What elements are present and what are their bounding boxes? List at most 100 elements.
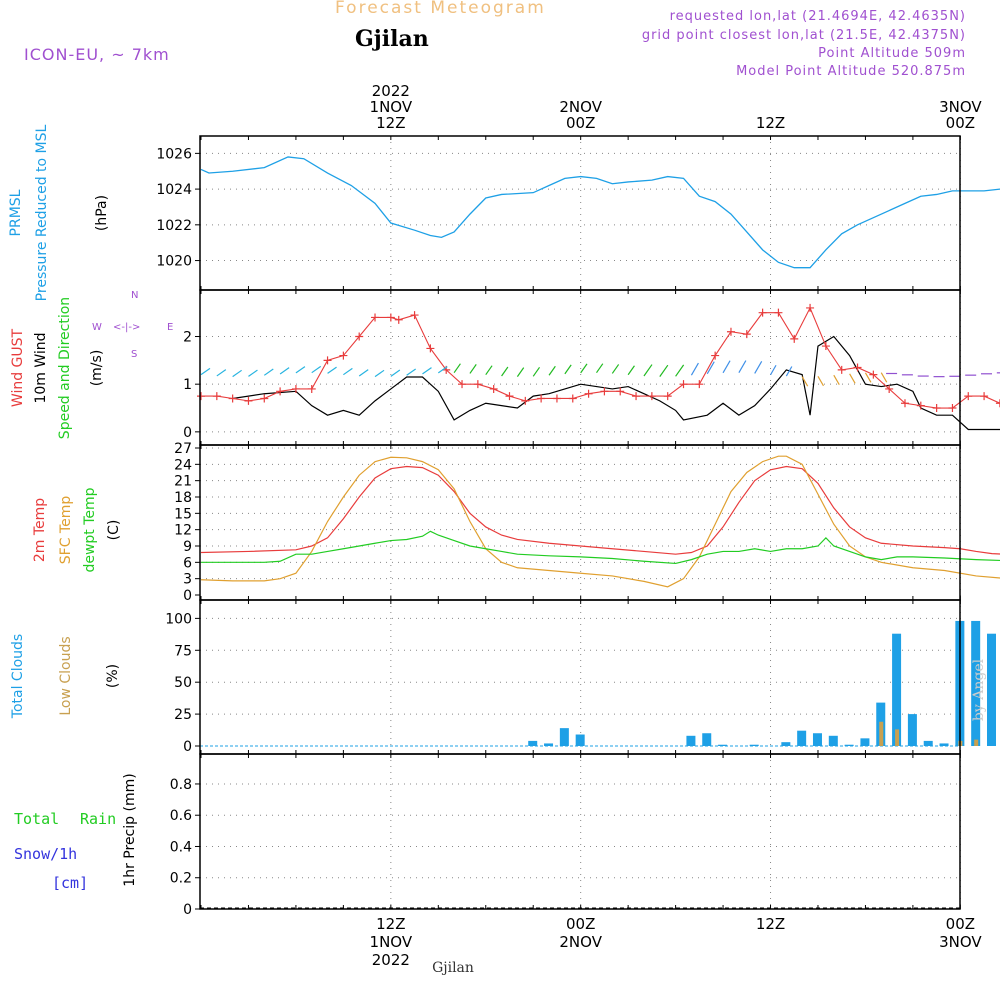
point-altitude: Point Altitude 509m (818, 46, 966, 61)
wind-gust-marker (291, 384, 300, 393)
wind-direction-arrow (770, 364, 777, 376)
wind-gust-marker (679, 380, 688, 389)
y-tick-label: 0.6 (170, 808, 192, 824)
wind-speed-dir-label: Speed and Direction (57, 297, 73, 439)
temp-sfc-label: SFC Temp (58, 496, 74, 565)
wind-gust-marker (386, 313, 395, 322)
wind-gust-marker (995, 399, 1000, 408)
series-line-10m-wind (232, 335, 1000, 431)
panel-frame (199, 135, 961, 291)
wind-gust-marker (616, 387, 625, 396)
bottom-time-label: 00Z (566, 915, 595, 933)
wind-direction-arrow (516, 367, 525, 377)
prmsl-desc-label: Pressure Reduced to MSL (34, 124, 50, 301)
series-line-2m-temp (200, 465, 1000, 555)
wind-direction-arrow (327, 366, 337, 374)
wind-gust-marker (742, 330, 751, 339)
total-clouds-bar (892, 633, 902, 746)
requested-coords: requested lon,lat (21.4694E, 42.4635N) (669, 9, 966, 24)
wind-direction-arrow (263, 368, 274, 376)
wind-gust-marker (632, 392, 641, 401)
wind-gust-marker (244, 396, 253, 405)
wind-gust-marker (521, 396, 530, 405)
panel-frame (199, 289, 961, 446)
bottom-time-label: 3NOV (939, 933, 982, 951)
y-tick-label: 2 (183, 330, 192, 346)
series-line-prmsl (200, 156, 1000, 269)
y-tick-label: 0 (183, 588, 192, 604)
wind-gust-marker (758, 308, 767, 317)
footer-location: Gjilan (432, 960, 474, 976)
total-clouds-bar (812, 733, 822, 746)
model-altitude: Model Point Altitude 520.875m (736, 64, 966, 79)
wind-direction-arrow (232, 369, 242, 378)
wind-direction-arrow (675, 364, 685, 377)
wind-gust-marker (980, 392, 989, 401)
low-clouds-bar (974, 739, 979, 746)
wind-gust-marker (600, 387, 609, 396)
wind-gust-marker (837, 365, 846, 374)
wind-direction-arrow (279, 367, 290, 375)
y-tick-label: 75 (174, 643, 192, 659)
wind-gust-marker (885, 384, 894, 393)
location-title: Gjilan (355, 26, 429, 52)
total-clouds-bar (686, 735, 696, 746)
y-tick-label: 9 (183, 539, 192, 555)
wind-direction-arrow (532, 366, 541, 377)
total-clouds-bar (749, 744, 759, 746)
y-tick-label: 3 (183, 572, 192, 588)
wind-direction-arrow (548, 365, 556, 376)
wind-direction-arrow (200, 367, 211, 376)
wind-gust-marker (371, 313, 380, 322)
wind-gust-marker (537, 394, 546, 403)
wind-gust-marker (394, 315, 403, 324)
clouds-unit-label: (%) (105, 664, 121, 688)
top-time-label: 1NOV (370, 98, 413, 116)
top-time-label: 12Z (756, 114, 785, 132)
total-clouds-bar (923, 740, 933, 746)
wind-gust-marker (964, 392, 973, 401)
wind-direction-arrow (422, 367, 432, 375)
wind-direction-arrow (611, 364, 620, 374)
wind-direction-arrow (754, 361, 763, 374)
total-clouds-bar (907, 714, 917, 746)
wind-gust-marker (260, 394, 269, 403)
wind-direction-arrow (722, 360, 731, 374)
temp-unit-label: (C) (106, 520, 122, 541)
total-clouds-bar (860, 738, 870, 746)
wind-gust-marker (726, 327, 735, 336)
wind-gust-marker (489, 384, 498, 393)
y-tick-label: 1022 (156, 218, 192, 234)
low-clouds-bar (879, 721, 884, 746)
compass-n: N (131, 290, 138, 301)
top-time-label: 12Z (376, 114, 405, 132)
wind-gust-marker (806, 303, 815, 312)
wind-direction-arrow (880, 372, 888, 383)
wind-gust-marker (339, 351, 348, 360)
y-tick-label: 0.8 (170, 777, 192, 793)
wind-direction-arrow (738, 360, 747, 374)
y-tick-label: 50 (174, 675, 192, 691)
series-line-dewpt-temp (201, 530, 1000, 565)
y-tick-label: 25 (174, 707, 192, 723)
wind-direction-arrow (216, 369, 227, 377)
bottom-time-label: 2022 (372, 951, 410, 969)
wind-gust-marker (900, 399, 909, 408)
low-clouds-label: Low Clouds (58, 636, 74, 715)
y-tick-label: 21 (174, 474, 192, 490)
wind-direction-arrow (580, 363, 588, 374)
wind-direction-arrow (374, 369, 385, 378)
wind-gust-marker (853, 363, 862, 372)
compass-w: W (92, 322, 102, 333)
total-clouds-bar (702, 733, 712, 746)
wind-gust-marker (584, 389, 593, 398)
top-time-label: 2022 (372, 82, 410, 100)
compass-e: E (167, 322, 173, 333)
total-clouds-bar (987, 633, 996, 746)
wind-direction-arrow (785, 366, 793, 377)
total-clouds-bar (528, 740, 538, 746)
wind-gust-marker (212, 392, 221, 401)
credit-label: by Angel (971, 658, 987, 721)
meteogram-title: Forecast Meteogram (335, 0, 546, 18)
wind-gust-marker (568, 394, 577, 403)
